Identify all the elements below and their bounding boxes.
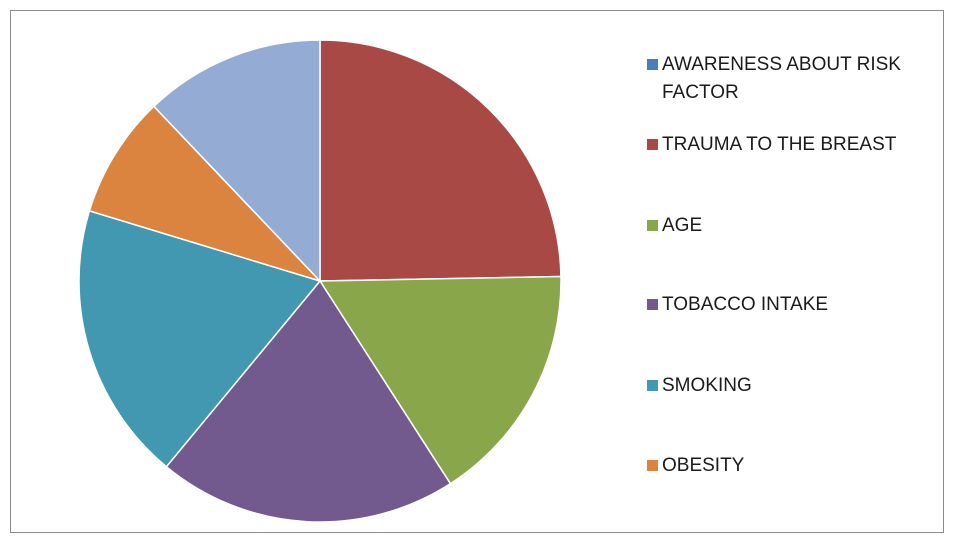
pie-slice-6 [152,39,321,283]
legend-item: OBESITY [647,452,947,480]
legend-label: AGE [662,215,703,236]
legend-label: OBESITY [662,455,745,476]
legend-label: AWARENESS ABOUT RISK FACTOR [662,54,901,103]
pie-slice-5 [88,105,323,283]
legend-swatch [647,460,658,471]
legend-label: SMOKING [662,375,752,396]
legend-label: TOBACCO INTAKE [662,294,829,315]
legend-swatch [647,299,658,310]
legend-item: TOBACCO INTAKE [647,291,947,319]
legend-swatch [647,220,658,231]
pie-slice-2 [318,275,562,485]
legend-label: TRAUMA TO THE BREAST [662,134,897,155]
legend-swatch [647,139,658,150]
legend-item: AGE [647,212,947,240]
chart-frame: AWARENESS ABOUT RISK FACTOR TRAUMA TO THE… [10,10,944,533]
legend-item: TRAUMA TO THE BREAST [647,131,947,159]
pie-slice-3 [165,279,452,523]
legend-item: SMOKING [647,372,947,400]
legend-item: AWARENESS ABOUT RISK FACTOR [647,51,947,107]
legend-swatch [647,59,658,70]
pie-slice-4 [78,209,322,468]
pie-slice-1 [319,39,562,282]
pie-chart [78,39,562,523]
legend-swatch [647,380,658,391]
